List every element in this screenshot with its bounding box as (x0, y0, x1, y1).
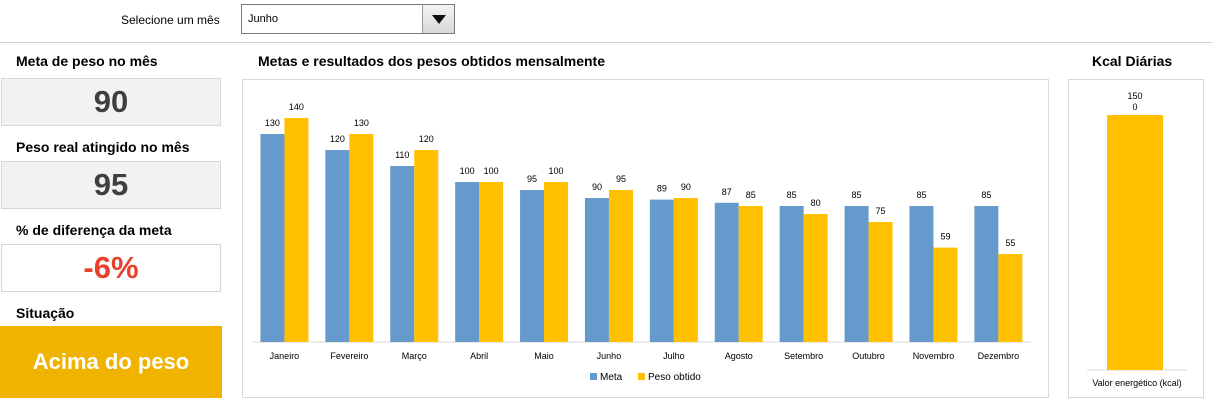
data-label-meta-4: 95 (527, 174, 537, 184)
data-label-meta-7: 87 (722, 187, 732, 197)
x-tick-label: Janeiro (270, 351, 300, 361)
bar-meta-6 (649, 199, 674, 342)
month-select[interactable]: Junho (241, 4, 455, 34)
bar-meta-8 (779, 206, 804, 342)
bar-meta-1 (325, 150, 350, 342)
actual-value: 95 (1, 161, 221, 209)
data-label-peso-0: 140 (289, 102, 304, 112)
bar-peso-1 (349, 134, 374, 342)
data-label-meta-11: 85 (981, 190, 991, 200)
month-select-value: Junho (248, 13, 278, 25)
data-label-meta-6: 89 (657, 184, 667, 194)
kcal-data-label-extra: 0 (1132, 102, 1137, 112)
data-label-peso-6: 90 (681, 182, 691, 192)
bar-meta-5 (584, 198, 609, 342)
x-tick-label: Março (402, 351, 427, 361)
data-label-peso-10: 59 (940, 232, 950, 242)
kcal-bar (1107, 115, 1163, 370)
bar-peso-3 (479, 182, 504, 342)
data-label-meta-10: 85 (916, 190, 926, 200)
data-label-peso-4: 100 (549, 166, 564, 176)
x-tick-label: Julho (663, 351, 685, 361)
chevron-down-icon[interactable] (422, 5, 454, 33)
chart-title: Metas e resultados dos pesos obtidos men… (258, 53, 605, 69)
kcal-title: Kcal Diárias (1092, 53, 1173, 69)
bar-peso-6 (673, 198, 698, 342)
data-label-meta-9: 85 (852, 190, 862, 200)
bar-meta-11 (974, 206, 999, 342)
data-label-peso-7: 85 (746, 190, 756, 200)
data-label-peso-3: 100 (484, 166, 499, 176)
monthly-chart-panel: 130 140 Janeiro 120 130 Fevereiro 110 120 Março 1… (242, 79, 1049, 398)
bar-meta-3 (455, 182, 480, 342)
bar-peso-10 (933, 247, 958, 342)
bar-peso-7 (738, 206, 763, 342)
diff-value: -6% (1, 244, 221, 292)
bar-peso-2 (414, 150, 439, 342)
bar-meta-0 (260, 134, 285, 342)
status-badge: Acima do peso (0, 326, 222, 398)
bar-meta-2 (390, 166, 415, 342)
bar-peso-9 (868, 222, 893, 342)
x-tick-label: Agosto (725, 351, 753, 361)
bar-peso-8 (803, 214, 828, 342)
x-tick-label: Dezembro (978, 351, 1020, 361)
x-tick-label: Fevereiro (330, 351, 368, 361)
bar-meta-4 (520, 190, 545, 342)
x-tick-label: Setembro (784, 351, 823, 361)
data-label-meta-5: 90 (592, 182, 602, 192)
x-tick-label: Junho (597, 351, 622, 361)
legend-label-1: Peso obtido (648, 372, 701, 383)
bar-peso-4 (544, 182, 569, 342)
data-label-meta-3: 100 (460, 166, 475, 176)
x-tick-label: Abril (470, 351, 488, 361)
status-title: Situação (16, 305, 75, 321)
data-label-peso-9: 75 (876, 206, 886, 216)
month-select-label: Selecione um mês (121, 13, 220, 27)
data-label-meta-2: 110 (395, 150, 409, 160)
diff-title: % de diferença da meta (16, 222, 172, 238)
bar-meta-7 (714, 202, 739, 342)
data-label-peso-11: 55 (1005, 238, 1015, 248)
x-tick-label: Maio (534, 351, 554, 361)
bar-meta-9 (844, 206, 869, 342)
bar-peso-0 (284, 118, 309, 342)
legend-label-0: Meta (600, 372, 623, 383)
data-label-meta-0: 130 (265, 118, 280, 128)
kcal-x-label: Valor energético (kcal) (1092, 378, 1181, 388)
bar-meta-10 (909, 206, 934, 342)
monthly-bar-chart: 130 140 Janeiro 120 130 Fevereiro 110 120 Março 1… (252, 102, 1031, 383)
data-label-meta-1: 120 (330, 134, 345, 144)
header-divider (0, 42, 1212, 43)
legend-swatch-0 (590, 373, 597, 380)
data-label-peso-1: 130 (354, 118, 369, 128)
kcal-chart-panel: 150 0 Valor energético (kcal) (1068, 79, 1204, 398)
x-tick-label: Novembro (913, 351, 955, 361)
data-label-peso-8: 80 (811, 198, 821, 208)
bar-peso-11 (998, 254, 1023, 342)
x-tick-label: Outubro (852, 351, 885, 361)
data-label-peso-5: 95 (616, 174, 626, 184)
data-label-peso-2: 120 (419, 134, 434, 144)
kcal-data-label: 150 (1127, 91, 1142, 101)
goal-title: Meta de peso no mês (16, 53, 158, 69)
actual-title: Peso real atingido no mês (16, 139, 190, 155)
bar-peso-5 (608, 190, 633, 342)
goal-value: 90 (1, 78, 221, 126)
legend-swatch-1 (638, 373, 645, 380)
data-label-meta-8: 85 (787, 190, 797, 200)
